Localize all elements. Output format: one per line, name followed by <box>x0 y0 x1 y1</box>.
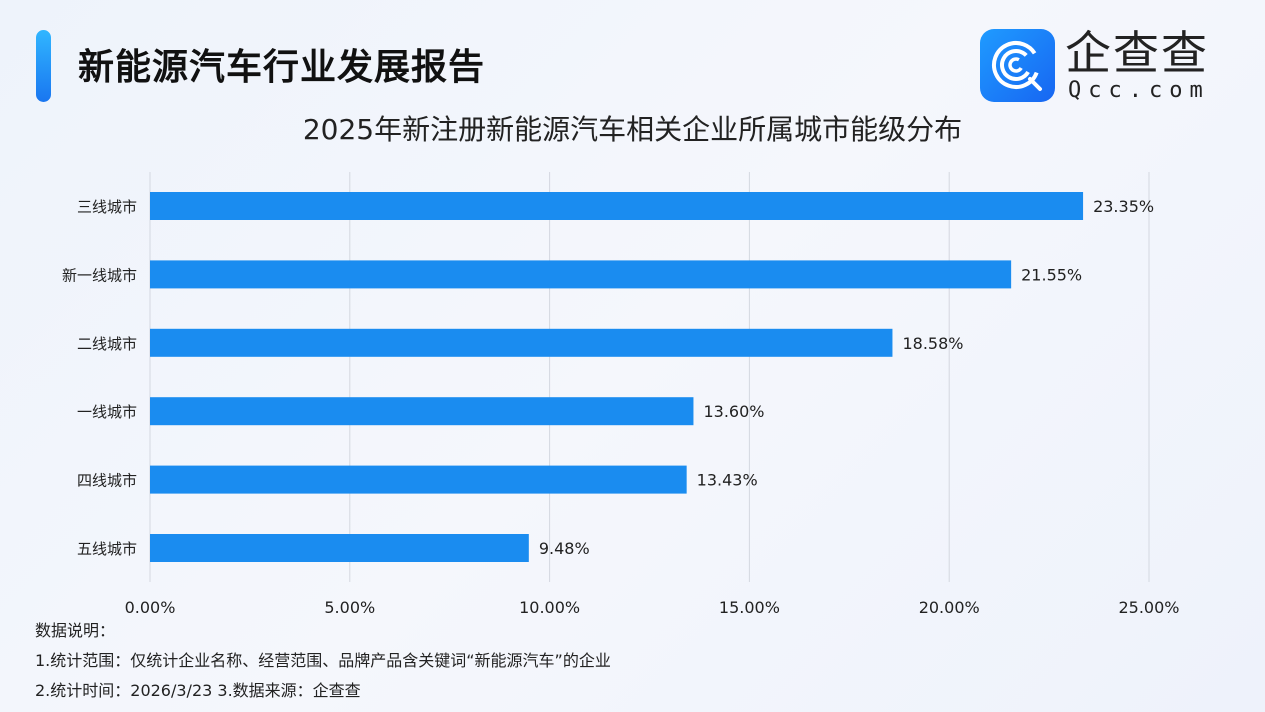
category-label: 三线城市 <box>77 198 137 216</box>
category-label: 一线城市 <box>77 403 137 421</box>
data-label: 21.55% <box>1021 265 1082 284</box>
data-label: 9.48% <box>539 539 590 558</box>
bar <box>150 397 694 426</box>
title-accent-bar <box>36 30 51 102</box>
notes-heading: 数据说明： <box>35 621 116 640</box>
x-tick-label: 5.00% <box>324 598 375 617</box>
data-notes: 数据说明： 1.统计范围：仅统计企业名称、经营范围、品牌产品含关键词“新能源汽车… <box>35 616 611 706</box>
category-label: 五线城市 <box>77 540 137 558</box>
bar <box>150 465 687 494</box>
qcc-logo-icon <box>980 29 1055 102</box>
notes-line-2: 2.统计时间：2026/3/23 3.数据来源：企查查 <box>35 681 361 700</box>
x-tick-label: 15.00% <box>719 598 780 617</box>
report-title: 新能源汽车行业发展报告 <box>78 47 486 88</box>
data-label: 23.35% <box>1093 197 1154 216</box>
data-label: 13.60% <box>703 402 764 421</box>
category-label: 二线城市 <box>77 335 137 353</box>
category-label: 新一线城市 <box>62 266 137 284</box>
brand-domain: Qcc.com <box>1068 78 1210 103</box>
x-tick-label: 25.00% <box>1118 598 1179 617</box>
bar <box>150 260 1012 289</box>
notes-line-1: 1.统计范围：仅统计企业名称、经营范围、品牌产品含关键词“新能源汽车”的企业 <box>35 651 611 670</box>
brand-name: 企查查 <box>1065 26 1209 80</box>
category-label: 四线城市 <box>77 472 137 490</box>
x-tick-label: 0.00% <box>125 598 176 617</box>
chart-title: 2025年新注册新能源汽车相关企业所属城市能级分布 <box>302 113 963 146</box>
data-label: 13.43% <box>697 471 758 490</box>
bar <box>150 534 529 562</box>
bar <box>150 192 1084 220</box>
x-tick-label: 10.00% <box>519 598 580 617</box>
data-label: 18.58% <box>902 334 963 353</box>
x-tick-label: 20.00% <box>919 598 980 617</box>
bar <box>150 328 893 357</box>
